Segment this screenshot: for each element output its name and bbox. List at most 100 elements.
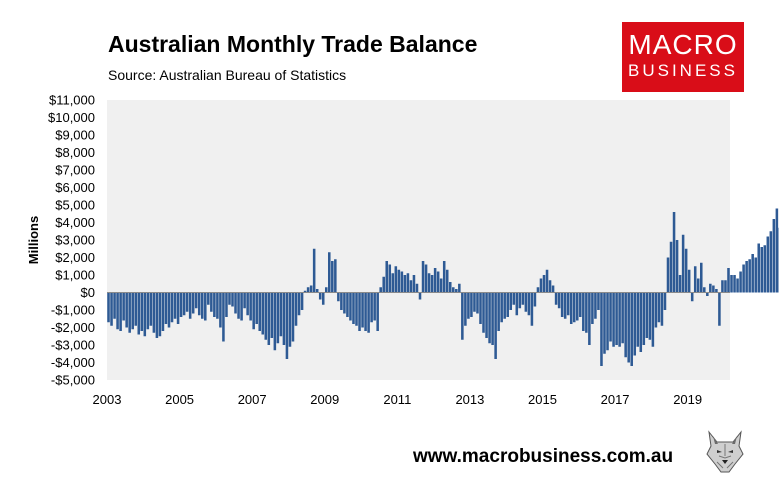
bar — [107, 292, 110, 323]
bar — [131, 292, 134, 330]
bar — [303, 290, 307, 293]
bar — [775, 208, 779, 293]
bar — [161, 292, 165, 331]
bar — [751, 254, 754, 293]
bar — [548, 280, 552, 293]
bar — [721, 280, 724, 293]
bar — [228, 292, 231, 305]
bar — [418, 292, 422, 300]
bar — [421, 261, 425, 293]
bar — [554, 292, 558, 305]
bar — [349, 292, 352, 321]
bar — [551, 285, 555, 293]
bar — [633, 292, 637, 356]
bar — [400, 271, 404, 293]
bar — [497, 292, 500, 331]
bar — [684, 248, 688, 293]
logo-line-1: MACRO — [628, 29, 738, 60]
y-tick-label: $2,000 — [55, 250, 95, 265]
y-tick-label: $10,000 — [48, 110, 95, 125]
bar — [733, 275, 736, 293]
bar — [158, 292, 162, 337]
bar — [297, 292, 301, 316]
bar — [545, 269, 549, 293]
y-tick-label: $1,000 — [55, 268, 95, 283]
bar — [270, 292, 274, 338]
bar — [167, 292, 171, 328]
bar — [306, 287, 310, 293]
bar — [706, 292, 709, 296]
bar — [361, 292, 364, 328]
bar — [318, 292, 322, 300]
bar — [518, 292, 522, 309]
bar — [176, 292, 180, 324]
bar — [745, 261, 748, 293]
bar — [579, 292, 582, 317]
bar — [343, 292, 346, 314]
bar — [340, 292, 343, 310]
bar — [207, 292, 210, 305]
bar — [219, 292, 222, 328]
y-tick-label: $3,000 — [55, 233, 95, 248]
bar — [730, 275, 733, 293]
bar — [373, 292, 376, 321]
bar — [718, 292, 721, 326]
bar — [736, 278, 739, 293]
bar — [346, 292, 349, 317]
y-tick-label: $9,000 — [55, 128, 95, 143]
bar — [225, 292, 228, 317]
bar — [642, 292, 646, 345]
bar — [140, 292, 144, 331]
bar — [188, 292, 192, 319]
bar — [512, 292, 516, 305]
bar — [709, 283, 712, 293]
bar — [560, 292, 564, 317]
bar — [470, 292, 473, 317]
website-url[interactable]: www.macrobusiness.com.au — [413, 446, 674, 467]
bar — [246, 292, 249, 316]
bar — [654, 292, 658, 328]
bar — [385, 261, 389, 293]
bar — [155, 292, 159, 338]
bar — [352, 292, 355, 324]
bar — [488, 292, 491, 344]
bar — [754, 257, 757, 293]
bar — [264, 292, 268, 340]
x-axis: 2003 2005 2007 2009 2011 2013 2015 2017 2019 — [93, 392, 703, 407]
trade-balance-chart: -$5,000 -$4,000 -$3,000 -$2,000 -$1,000 $0 $1,… — [26, 93, 779, 407]
bar — [772, 219, 776, 293]
bar — [621, 292, 624, 344]
bar — [681, 234, 685, 293]
bar — [170, 292, 174, 323]
bar — [591, 292, 594, 324]
bar — [739, 271, 742, 293]
bar — [687, 269, 691, 293]
bar — [594, 292, 597, 319]
y-tick-label: -$2,000 — [51, 320, 95, 335]
bar — [258, 292, 261, 331]
bar — [600, 292, 603, 366]
bar — [200, 292, 204, 319]
x-tick-label: 2013 — [455, 392, 484, 407]
bar — [110, 292, 113, 326]
bar — [557, 292, 561, 309]
bar — [406, 273, 410, 293]
bar — [630, 292, 633, 366]
bar — [355, 292, 358, 326]
y-axis: -$5,000 -$4,000 -$3,000 -$2,000 -$1,000 $0 $1,… — [48, 93, 95, 388]
x-tick-label: 2003 — [93, 392, 122, 407]
bar — [179, 292, 183, 317]
x-tick-label: 2015 — [528, 392, 557, 407]
bar — [769, 231, 773, 293]
bar — [439, 278, 443, 293]
bar — [116, 292, 119, 330]
bar — [542, 275, 546, 293]
bar — [173, 292, 177, 319]
bar — [693, 266, 697, 293]
bar — [582, 292, 585, 331]
bar-series — [107, 208, 779, 366]
chart-source: Source: Australian Bureau of Statistics — [108, 67, 347, 83]
bar — [442, 261, 446, 293]
bar — [222, 292, 225, 342]
bar — [237, 292, 240, 319]
